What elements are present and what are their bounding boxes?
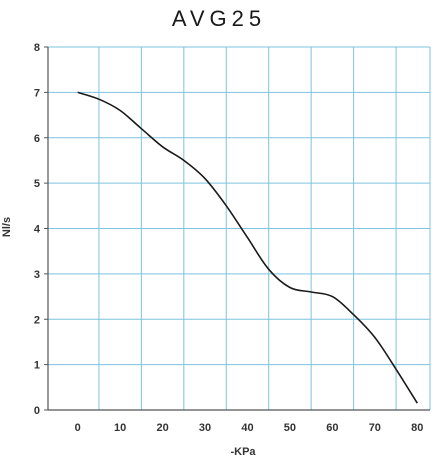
x-tick-label: 20 [156,422,168,434]
y-tick-label: 2 [34,314,40,326]
y-tick-label: 1 [34,360,40,372]
x-tick-label: 40 [241,422,253,434]
y-tick-label: 5 [34,178,40,190]
x-tick-label: 70 [369,422,381,434]
y-tick-label: 0 [34,405,40,417]
x-tick-label: 30 [199,422,211,434]
x-tick-label: 80 [411,422,423,434]
y-tick-label: 6 [34,133,40,145]
y-tick-label: 8 [34,42,40,54]
x-tick-label: 60 [326,422,338,434]
y-tick-label: 7 [34,87,40,99]
x-axis-label: -KPa [230,446,256,458]
x-tick-label: 50 [284,422,296,434]
x-tick-label: 0 [75,422,81,434]
y-tick-label: 3 [34,269,40,281]
series-line-0 [77,91,418,404]
y-axis-label: Nl/s [1,217,13,237]
chart-title: AVG25 [171,6,267,31]
series-layer [77,91,418,404]
y-tick-label: 4 [34,224,41,236]
x-tick-label: 10 [114,422,126,434]
grid [48,46,431,411]
axes [44,46,430,411]
